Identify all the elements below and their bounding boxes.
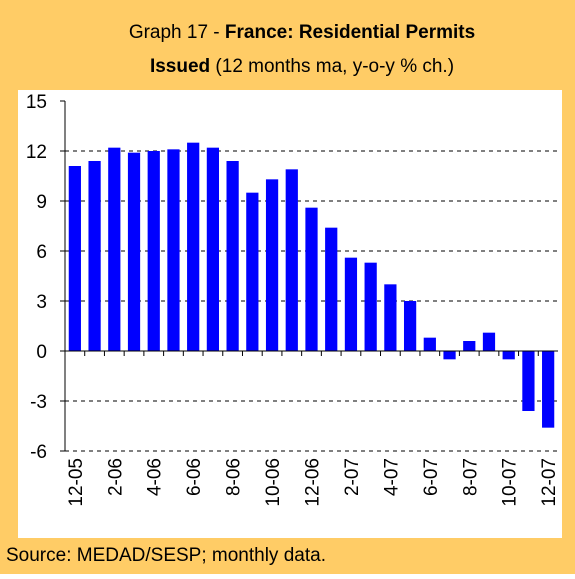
- bar: [482, 332, 496, 351]
- x-tick-label: 6-07: [421, 458, 442, 496]
- x-tick-label: 2-07: [342, 458, 363, 496]
- bar: [384, 284, 397, 351]
- y-tick-label: -6: [30, 442, 47, 463]
- x-tick-label: 8-07: [460, 458, 481, 496]
- bar: [167, 149, 180, 351]
- bar: [108, 147, 121, 351]
- bar: [147, 151, 160, 351]
- bar: [423, 337, 436, 351]
- bar: [88, 161, 101, 351]
- x-tick-label: 12-06: [303, 458, 324, 507]
- bar: [127, 152, 141, 351]
- bar: [305, 207, 318, 351]
- bar: [187, 142, 200, 351]
- x-tick-label: 6-06: [184, 458, 205, 496]
- bar: [443, 351, 456, 360]
- x-tick-label: 12-07: [539, 458, 560, 507]
- bar: [68, 166, 81, 351]
- bar: [502, 351, 515, 360]
- title-part: France: Residential Permits: [225, 22, 475, 43]
- bar: [265, 179, 279, 351]
- title-part: (12 months ma, y-o-y % ch.): [210, 56, 454, 77]
- bar: [542, 351, 555, 428]
- x-tick-label: 10-07: [500, 458, 521, 507]
- bar: [403, 301, 417, 351]
- x-tick-label: 2-06: [105, 458, 126, 496]
- source: Source: MEDAD/SESP; monthly data.: [6, 545, 326, 566]
- chart-title-line2: Issued (12 months ma, y-o-y % ch.): [150, 56, 454, 77]
- y-tick-label: 15: [26, 92, 47, 113]
- y-tick-label: 9: [36, 192, 47, 213]
- title-part: Graph 17 -: [129, 22, 225, 43]
- x-tick-label: 12-05: [66, 458, 87, 507]
- y-tick-label: 3: [36, 292, 47, 313]
- x-tick-label: 4-06: [145, 458, 166, 496]
- y-tick-label: -3: [30, 392, 47, 413]
- bar: [344, 257, 358, 351]
- bar: [285, 169, 298, 351]
- bar: [522, 351, 535, 411]
- x-tick-label: 4-07: [381, 458, 402, 496]
- bar: [325, 227, 338, 351]
- y-tick-label: 12: [26, 142, 47, 163]
- bar: [246, 192, 259, 351]
- chart-title: Graph 17 - France: Residential Permits: [129, 22, 475, 43]
- x-tick-label: 8-06: [224, 458, 245, 496]
- bar: [463, 341, 476, 351]
- title-part: Issued: [150, 56, 210, 77]
- y-tick-label: 6: [36, 242, 47, 263]
- bar: [206, 147, 220, 351]
- x-tick-label: 10-06: [263, 458, 284, 507]
- y-tick-label: 0: [36, 342, 47, 363]
- bar: [364, 262, 377, 351]
- bar: [226, 161, 239, 351]
